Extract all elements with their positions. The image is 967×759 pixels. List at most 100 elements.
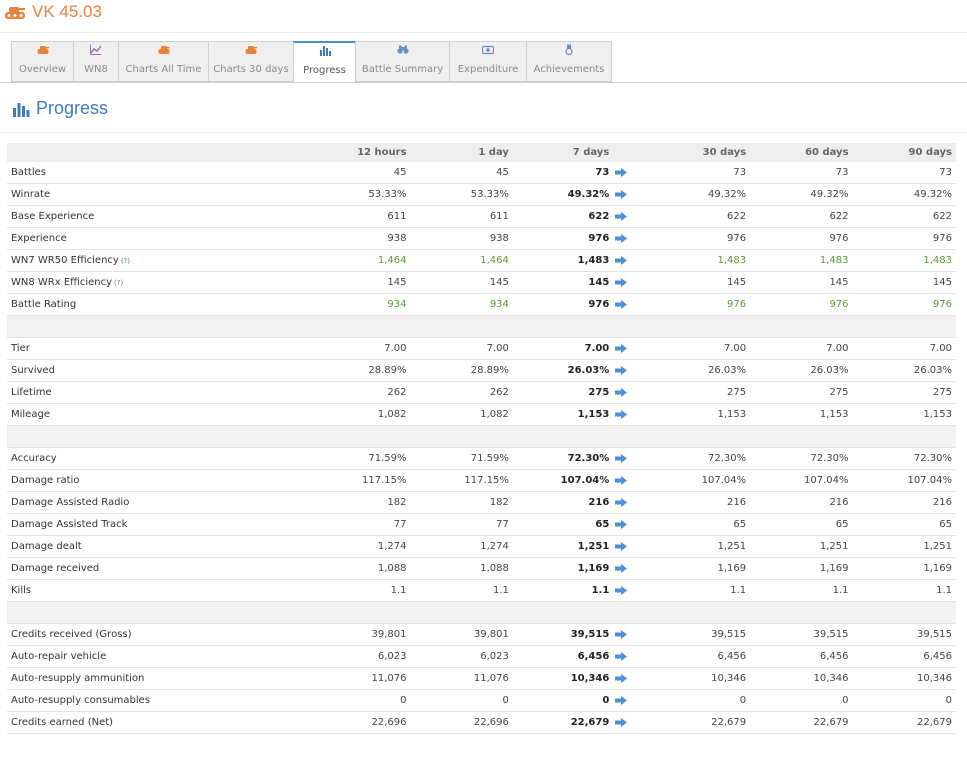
- value-cell: 976: [512, 293, 614, 316]
- value-cell: 1.1: [307, 579, 411, 602]
- value-cell: 145: [307, 271, 411, 294]
- row-label-text: Lifetime: [11, 387, 52, 398]
- row-label: Damage dealt: [7, 535, 308, 558]
- value-cell: 117.15%: [410, 469, 513, 492]
- row-label: Battles: [7, 162, 308, 184]
- value-cell: 7.00: [643, 337, 751, 360]
- row-label-text: Auto-resupply consumables: [11, 695, 151, 706]
- line-chart-icon: [90, 40, 102, 59]
- value-cell: 26.03%: [852, 359, 956, 382]
- tab-achievements[interactable]: Achievements: [526, 41, 612, 82]
- tab-wn8[interactable]: WN8: [73, 41, 118, 82]
- table-row: Battles 45 45 73 73 73 73: [7, 162, 956, 184]
- value-cell: 11,076: [410, 667, 513, 690]
- table-row: Base Experience 611 611 622 622 622 622: [7, 205, 956, 228]
- value-cell: 28.89%: [410, 359, 513, 382]
- separator-cell: [7, 601, 956, 624]
- table-row: WN7 WR50 Efficiency (?) 1,464 1,464 1,483 1,4…: [7, 249, 956, 272]
- separator-cell: [7, 315, 956, 338]
- value-cell: 26.03%: [512, 359, 614, 382]
- tab-overview[interactable]: Overview: [11, 41, 73, 82]
- row-label-text: Winrate: [11, 189, 51, 200]
- app-title: VK 45.03: [4, 2, 102, 22]
- value-cell: 1,251: [643, 535, 751, 558]
- value-cell: 1.1: [410, 579, 513, 602]
- value-cell: 938: [307, 227, 411, 250]
- value-cell: 22,679: [512, 711, 614, 734]
- row-label: Winrate: [7, 183, 308, 206]
- tab-battle-summary[interactable]: Battle Summary: [355, 41, 449, 82]
- value-cell: 976: [643, 293, 751, 316]
- tab-divider: [0, 82, 967, 83]
- value-cell: 22,679: [750, 711, 853, 734]
- value-cell: 26.03%: [643, 359, 751, 382]
- value-cell: 976: [512, 227, 614, 250]
- value-cell: 216: [852, 491, 956, 514]
- table-row: Auto-resupply consumables 0 0 0 0 0 0: [7, 689, 956, 712]
- column-header: 12 hours: [307, 143, 411, 162]
- value-cell: 1,483: [643, 249, 751, 272]
- value-cell: 1,464: [307, 249, 411, 272]
- help-link[interactable]: (?): [120, 257, 131, 265]
- banknote-icon: [481, 40, 495, 59]
- row-label: Lifetime: [7, 381, 308, 404]
- value-cell: 10,346: [852, 667, 956, 690]
- tab-label: WN8: [84, 64, 108, 75]
- tab-expenditure[interactable]: Expenditure: [449, 41, 526, 82]
- value-cell: 182: [307, 491, 411, 514]
- row-label-text: Auto-resupply ammunition: [11, 673, 145, 684]
- value-cell: 1,274: [410, 535, 513, 558]
- value-cell: 7.00: [512, 337, 614, 360]
- tab-label: Achievements: [533, 64, 605, 75]
- value-cell: 1,464: [410, 249, 513, 272]
- table-row: Winrate 53.33% 53.33% 49.32% 49.32% 49.32% 49.…: [7, 183, 956, 206]
- value-cell: 145: [750, 271, 853, 294]
- row-label-text: WN8 WRx Efficiency: [11, 277, 113, 288]
- title-bar: VK 45.03: [0, 0, 967, 33]
- arrow-right-icon: [613, 359, 644, 382]
- row-label-text: Damage dealt: [11, 541, 82, 552]
- medal-icon: [563, 40, 575, 59]
- group-separator: [7, 315, 956, 338]
- value-cell: 1,088: [307, 557, 411, 580]
- value-cell: 45: [410, 162, 513, 184]
- row-label-text: Credits earned (Net): [11, 717, 114, 728]
- value-cell: 216: [512, 491, 614, 514]
- value-cell: 71.59%: [410, 447, 513, 470]
- value-cell: 49.32%: [512, 183, 614, 206]
- tab-charts-30-days[interactable]: Charts 30 days: [208, 41, 293, 82]
- arrow-right-icon: [613, 513, 644, 536]
- row-label-text: Damage Assisted Radio: [11, 497, 130, 508]
- arrow-right-icon: [613, 183, 644, 206]
- bar-chart-icon: [319, 41, 331, 60]
- tab-charts-all-time[interactable]: Charts All Time: [118, 41, 208, 82]
- value-cell: 77: [307, 513, 411, 536]
- row-label-text: Kills: [11, 585, 32, 596]
- help-link[interactable]: (?): [114, 279, 124, 287]
- column-header: 7 days: [512, 143, 614, 162]
- value-cell: 11,076: [307, 667, 411, 690]
- column-header: 60 days: [750, 143, 853, 162]
- tab-progress[interactable]: Progress: [293, 41, 355, 83]
- section-divider: [0, 132, 967, 133]
- table-row: Lifetime 262 262 275 275 275 275: [7, 381, 956, 404]
- value-cell: 1,088: [410, 557, 513, 580]
- row-label: Credits received (Gross): [7, 623, 308, 646]
- value-cell: 145: [643, 271, 751, 294]
- value-cell: 6,456: [750, 645, 853, 668]
- row-label-text: Tier: [11, 343, 30, 354]
- value-cell: 49.32%: [643, 183, 751, 206]
- value-cell: 73: [750, 162, 853, 184]
- row-label-text: Experience: [11, 233, 67, 244]
- row-label-text: WN7 WR50 Efficiency: [11, 255, 119, 266]
- progress-table: 12 hours 1 day 7 days 30 days 60 days 90 days…: [7, 143, 956, 734]
- value-cell: 39,801: [307, 623, 411, 646]
- arrow-right-icon: [613, 249, 644, 272]
- row-label: Auto-resupply ammunition: [7, 667, 308, 690]
- arrow-right-icon: [613, 535, 644, 558]
- value-cell: 73: [512, 162, 614, 184]
- row-label: WN8 WRx Efficiency (?): [7, 271, 308, 294]
- value-cell: 976: [852, 293, 956, 316]
- value-cell: 1,153: [512, 403, 614, 426]
- arrow-right-icon: [613, 205, 644, 228]
